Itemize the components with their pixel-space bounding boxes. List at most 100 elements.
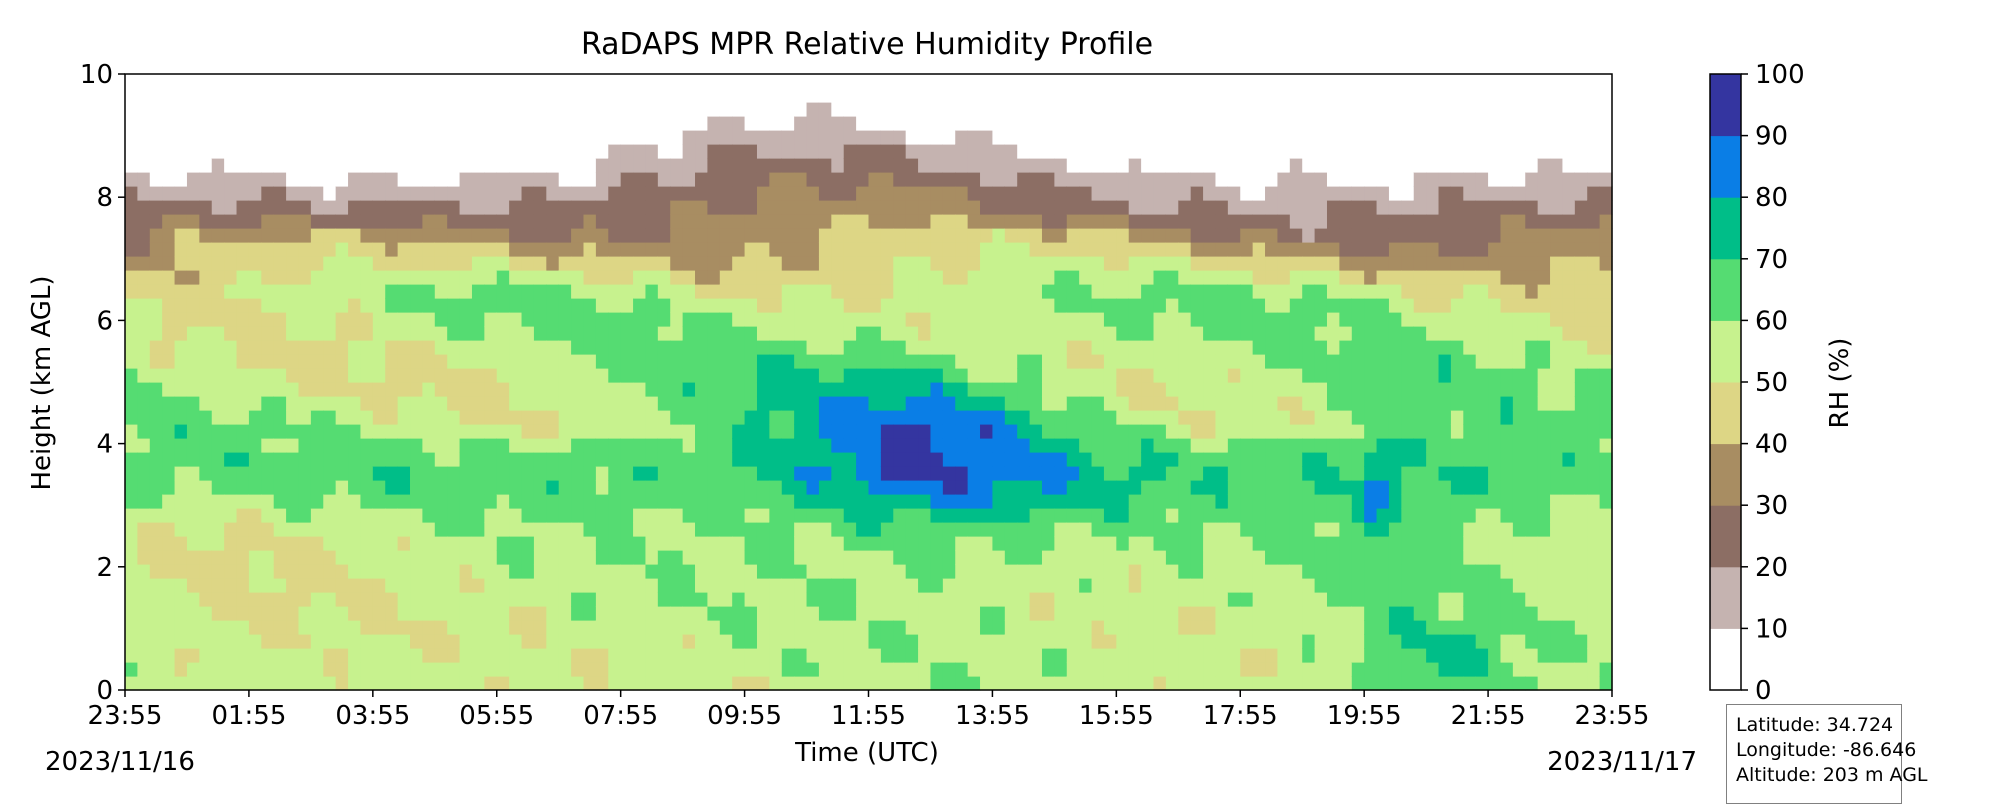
- rh-cell: [1091, 592, 1105, 607]
- rh-cell: [707, 200, 721, 215]
- rh-cell: [434, 676, 448, 691]
- rh-cell: [1376, 116, 1390, 131]
- rh-cell: [955, 662, 969, 677]
- rh-cell: [918, 298, 932, 313]
- rh-cell: [459, 74, 473, 89]
- rh-cell: [1314, 508, 1328, 523]
- rh-cell: [905, 452, 919, 467]
- rh-cell: [769, 480, 783, 495]
- rh-cell: [682, 396, 696, 411]
- rh-cell: [794, 494, 808, 509]
- rh-cell: [162, 592, 176, 607]
- rh-cell: [1289, 536, 1303, 551]
- rh-cell: [1128, 578, 1142, 593]
- rh-cell: [1289, 676, 1303, 691]
- rh-cell: [1488, 116, 1502, 131]
- rh-cell: [471, 550, 485, 565]
- rh-cell: [1438, 102, 1452, 117]
- rh-cell: [335, 172, 349, 187]
- rh-cell: [1351, 634, 1365, 649]
- rh-cell: [905, 480, 919, 495]
- rh-cell: [880, 144, 894, 159]
- rh-cell: [595, 172, 609, 187]
- rh-cell: [645, 508, 659, 523]
- rh-cell: [1252, 242, 1266, 257]
- rh-cell: [273, 424, 287, 439]
- rh-cell: [1029, 368, 1043, 383]
- rh-cell: [1463, 116, 1477, 131]
- rh-cell: [719, 200, 733, 215]
- rh-cell: [323, 410, 337, 425]
- rh-cell: [608, 242, 622, 257]
- rh-cell: [447, 466, 461, 481]
- rh-cell: [509, 102, 523, 117]
- rh-cell: [1488, 130, 1502, 145]
- rh-cell: [1401, 284, 1415, 299]
- rh-cell: [1178, 480, 1192, 495]
- rh-cell: [1004, 410, 1018, 425]
- rh-cell: [1525, 480, 1539, 495]
- rh-cell: [595, 508, 609, 523]
- rh-cell: [942, 424, 956, 439]
- rh-cell: [1388, 298, 1402, 313]
- rh-cell: [1475, 130, 1489, 145]
- rh-cell: [893, 186, 907, 201]
- rh-cell: [1091, 158, 1105, 173]
- rh-cell: [1029, 452, 1043, 467]
- rh-cell: [286, 312, 300, 327]
- rh-cell: [1426, 592, 1440, 607]
- rh-cell: [1004, 172, 1018, 187]
- rh-cell: [1339, 606, 1353, 621]
- rh-cell: [1413, 480, 1427, 495]
- rh-cell: [509, 116, 523, 131]
- rh-cell: [1203, 480, 1217, 495]
- rh-cell: [1475, 214, 1489, 229]
- rh-cell: [1190, 522, 1204, 537]
- rh-cell: [905, 564, 919, 579]
- rh-cell: [571, 634, 585, 649]
- rh-cell: [385, 396, 399, 411]
- rh-cell: [732, 102, 746, 117]
- rh-cell: [595, 452, 609, 467]
- rh-cell: [794, 88, 808, 103]
- rh-cell: [1500, 326, 1514, 341]
- rh-cell: [434, 130, 448, 145]
- rh-cell: [1066, 606, 1080, 621]
- rh-cell: [955, 214, 969, 229]
- rh-cell: [992, 74, 1006, 89]
- rh-cell: [769, 424, 783, 439]
- rh-cell: [533, 662, 547, 677]
- rh-cell: [955, 452, 969, 467]
- rh-cell: [955, 116, 969, 131]
- rh-cell: [595, 592, 609, 607]
- rh-cell: [1029, 270, 1043, 285]
- rh-cell: [583, 382, 597, 397]
- rh-cell: [1017, 396, 1031, 411]
- rh-cell: [1376, 676, 1390, 691]
- rh-cell: [571, 424, 585, 439]
- rh-cell: [125, 228, 138, 243]
- rh-cell: [323, 648, 337, 663]
- rh-cell: [992, 466, 1006, 481]
- rh-cell: [1017, 522, 1031, 537]
- rh-cell: [1450, 382, 1464, 397]
- rh-cell: [1364, 508, 1378, 523]
- rh-cell: [1227, 522, 1241, 537]
- rh-cell: [955, 130, 969, 145]
- rh-cell: [930, 438, 944, 453]
- rh-cell: [1153, 270, 1167, 285]
- rh-cell: [397, 410, 411, 425]
- rh-cell: [967, 564, 981, 579]
- rh-cell: [1463, 662, 1477, 677]
- rh-cell: [1388, 186, 1402, 201]
- rh-cell: [1277, 410, 1291, 425]
- rh-cell: [459, 662, 473, 677]
- rh-cell: [608, 438, 622, 453]
- rh-cell: [980, 172, 994, 187]
- rh-cell: [348, 74, 362, 89]
- rh-cell: [1339, 424, 1353, 439]
- rh-cell: [1252, 312, 1266, 327]
- rh-cell: [174, 144, 188, 159]
- rh-cell: [1488, 368, 1502, 383]
- rh-cell: [1054, 340, 1068, 355]
